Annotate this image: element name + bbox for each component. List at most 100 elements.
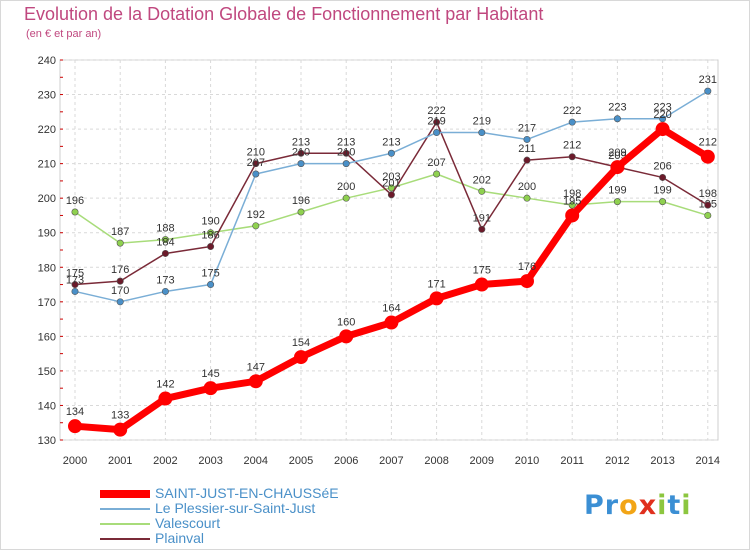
data-point: [659, 198, 667, 206]
y-tick-label: 130: [38, 435, 56, 447]
data-point: [700, 149, 715, 164]
x-tick-label: 2003: [198, 455, 222, 467]
logo-letter: i: [681, 490, 692, 521]
data-point: [116, 239, 124, 247]
data-point: [568, 201, 576, 209]
data-label: 213: [292, 136, 310, 148]
y-tick-label: 220: [38, 124, 56, 136]
data-label: 220: [653, 109, 671, 121]
data-point: [248, 374, 263, 389]
y-tick-label: 200: [38, 193, 56, 205]
data-label: 223: [653, 102, 671, 114]
y-tick-label: 140: [38, 400, 56, 412]
y-tick-label: 240: [38, 55, 56, 67]
data-point: [113, 422, 128, 437]
data-point: [523, 156, 531, 164]
data-point: [523, 135, 531, 143]
data-label: 200: [518, 181, 536, 193]
data-label: 210: [247, 147, 265, 159]
data-point: [294, 350, 308, 365]
data-label: 206: [653, 160, 671, 172]
x-tick-label: 2007: [379, 455, 403, 467]
data-label: 217: [518, 122, 536, 134]
data-label: 175: [201, 268, 219, 280]
data-label: 219: [473, 116, 491, 128]
data-label: 210: [292, 147, 310, 159]
data-point: [704, 201, 712, 209]
data-label: 210: [337, 147, 355, 159]
data-label: 173: [66, 274, 84, 286]
x-tick-label: 2001: [108, 455, 132, 467]
data-label: 201: [382, 178, 400, 190]
legend-swatch: [100, 490, 150, 498]
data-point: [116, 277, 124, 285]
data-label: 198: [699, 188, 717, 200]
x-tick-label: 2006: [334, 455, 358, 467]
data-label: 147: [247, 361, 265, 373]
logo-letter: P: [584, 490, 605, 521]
data-label: 211: [518, 143, 536, 155]
data-point: [568, 153, 576, 161]
y-tick-label: 170: [38, 297, 56, 309]
legend-label: SAINT-JUST-EN-CHAUSSéE: [155, 485, 339, 501]
data-point: [252, 160, 260, 168]
x-tick-label: 2004: [244, 455, 268, 467]
data-point: [252, 170, 260, 178]
x-tick-label: 2009: [470, 455, 494, 467]
y-tick-label: 210: [38, 159, 56, 171]
data-label: 154: [292, 337, 310, 349]
data-label: 133: [111, 410, 129, 422]
data-point: [433, 129, 441, 137]
plot-area: [59, 59, 719, 441]
y-tick-label: 180: [38, 262, 56, 274]
data-label: 170: [111, 285, 129, 297]
data-label: 213: [382, 136, 400, 148]
logo-letter: r: [604, 490, 620, 521]
data-point: [158, 391, 173, 406]
data-point: [704, 87, 712, 95]
data-point: [568, 118, 576, 126]
logo-letter: t: [667, 490, 682, 521]
data-point: [161, 287, 169, 295]
data-label: 186: [201, 230, 219, 242]
data-point: [387, 149, 395, 157]
x-tick-label: 2010: [515, 455, 539, 467]
data-point: [610, 160, 625, 175]
data-point: [203, 381, 218, 396]
legend-label: Valescourt: [155, 515, 221, 531]
data-label: 207: [427, 157, 445, 169]
data-label: 160: [337, 316, 355, 328]
data-point: [474, 277, 489, 292]
data-label: 190: [201, 216, 219, 228]
chart-title: Evolution de la Dotation Globale de Fonc…: [24, 4, 544, 24]
data-label: 223: [608, 102, 626, 114]
data-label: 173: [156, 274, 174, 286]
data-point: [613, 115, 621, 123]
y-tick-label: 230: [38, 90, 56, 102]
data-label: 192: [247, 209, 265, 221]
logo-letter: x: [638, 490, 658, 521]
data-label: 209: [608, 147, 626, 159]
data-label: 164: [382, 303, 400, 315]
data-label: 134: [66, 406, 84, 418]
data-label: 213: [337, 136, 355, 148]
data-point: [71, 281, 79, 289]
data-label: 195: [563, 195, 581, 207]
data-label: 196: [66, 195, 84, 207]
x-tick-label: 2011: [560, 455, 584, 467]
y-tick-label: 190: [38, 228, 56, 240]
data-point: [478, 187, 486, 195]
logo-letter: o: [619, 490, 639, 521]
data-point: [613, 198, 621, 206]
data-label: 196: [292, 195, 310, 207]
x-tick-label: 2014: [696, 455, 720, 467]
data-point: [207, 243, 215, 251]
data-point: [207, 281, 215, 289]
data-point: [387, 184, 395, 192]
legend-label: Le Plessier-sur-Saint-Just: [155, 500, 316, 516]
data-point: [116, 298, 124, 306]
data-point: [387, 191, 395, 199]
data-label: 231: [699, 74, 717, 86]
data-point: [659, 173, 667, 181]
